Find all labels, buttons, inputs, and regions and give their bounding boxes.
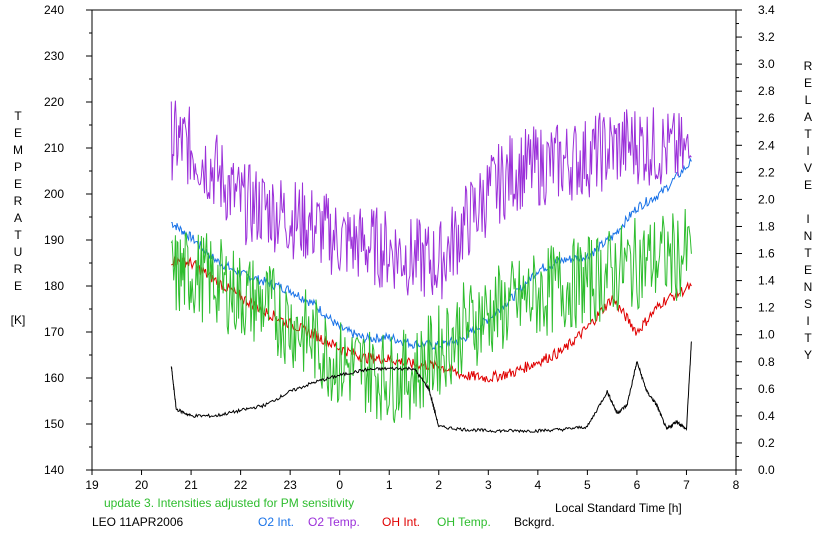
y-right-tick-label: 2.4 xyxy=(758,138,775,152)
x-tick-label: 22 xyxy=(234,478,248,492)
y-left-tick-label: 160 xyxy=(44,371,64,385)
x-axis-label: Local Standard Time [h] xyxy=(555,501,682,515)
y-right-tick-label: 0.6 xyxy=(758,382,775,396)
y-right-label-letter: R xyxy=(804,59,813,73)
x-tick-label: 20 xyxy=(135,478,149,492)
y-right-label-letter: T xyxy=(804,246,812,260)
y-right-tick-label: 2.2 xyxy=(758,165,775,179)
y-left-label-letter: A xyxy=(14,211,22,225)
y-right-label-letter: T xyxy=(804,127,812,141)
y-right-tick-label: 2.6 xyxy=(758,111,775,125)
y-left-tick-label: 150 xyxy=(44,417,64,431)
y-right-tick-label: 0.2 xyxy=(758,436,775,450)
y-right-label-letter: I xyxy=(806,212,809,226)
series-line-o2-temp xyxy=(170,100,692,300)
y-right-label-letter: E xyxy=(804,76,812,90)
legend-bckgrd: Bckgrd. xyxy=(514,515,555,529)
y-left-tick-label: 140 xyxy=(44,463,64,477)
legend-oh-int: OH Int. xyxy=(382,515,420,529)
y-left-label-letter: E xyxy=(14,177,22,191)
legend-o2-int: O2 Int. xyxy=(258,515,294,529)
x-tick-label: 19 xyxy=(85,478,99,492)
y-left-tick-label: 190 xyxy=(44,233,64,247)
y-left-label-letter: T xyxy=(14,109,22,123)
y-left-label-letter: P xyxy=(14,160,22,174)
y-left-tick-label: 240 xyxy=(44,3,64,17)
y-left-label-letter: R xyxy=(14,262,23,276)
y-right-label-letter: N xyxy=(804,280,813,294)
x-tick-label: 4 xyxy=(535,478,542,492)
y-right-label-letter: Y xyxy=(804,348,812,362)
note-text: update 3. Intensities adjusted for PM se… xyxy=(104,496,354,510)
x-tick-label: 6 xyxy=(634,478,641,492)
y-right-label-letter: N xyxy=(804,229,813,243)
y-right-label-letter: I xyxy=(806,144,809,158)
ticks-group xyxy=(86,9,742,475)
y-left-tick-label: 220 xyxy=(44,95,64,109)
y-right-label-letter: A xyxy=(804,110,812,124)
series-lines xyxy=(170,100,692,434)
y-right-tick-label: 3.2 xyxy=(758,30,775,44)
y-right-label-letter: E xyxy=(804,263,812,277)
x-tick-label: 5 xyxy=(584,478,591,492)
y-left-tick-label: 180 xyxy=(44,279,64,293)
y-left-tick-label: 200 xyxy=(44,187,64,201)
x-tick-label: 3 xyxy=(485,478,492,492)
y-right-tick-label: 3.4 xyxy=(758,3,775,17)
y-left-label-letter: E xyxy=(14,279,22,293)
x-tick-label: 7 xyxy=(683,478,690,492)
y-right-tick-label: 3.0 xyxy=(758,57,775,71)
x-tick-label: 23 xyxy=(283,478,297,492)
y-left-label-letter: T xyxy=(14,228,22,242)
y-right-tick-label: 0.0 xyxy=(758,463,775,477)
x-tick-label: 2 xyxy=(435,478,442,492)
station-text: LEO 11APR2006 xyxy=(92,515,183,529)
y-right-tick-label: 1.2 xyxy=(758,301,775,315)
x-tick-label: 21 xyxy=(184,478,198,492)
y-right-label-letter: I xyxy=(806,314,809,328)
y-left-tick-label: 170 xyxy=(44,325,64,339)
y-right-label-letter: L xyxy=(805,93,812,107)
y-right-tick-label: 0.8 xyxy=(758,355,775,369)
y-left-label-letter: M xyxy=(13,143,23,157)
series-line-bckgrd xyxy=(170,341,692,434)
series-line-oh-temp xyxy=(170,208,692,423)
y-left-tick-label: 210 xyxy=(44,141,64,155)
y-right-tick-label: 1.6 xyxy=(758,247,775,261)
y-right-tick-label: 1.8 xyxy=(758,219,775,233)
y-right-label-letter: T xyxy=(804,331,812,345)
y-right-label-letter: S xyxy=(804,297,812,311)
x-tick-label: 1 xyxy=(386,478,393,492)
x-tick-label: 8 xyxy=(733,478,740,492)
y-right-tick-label: 2.8 xyxy=(758,84,775,98)
y-right-label-letter: E xyxy=(804,178,812,192)
legend-oh-temp: OH Temp. xyxy=(437,515,491,529)
x-tick-label: 0 xyxy=(336,478,343,492)
y-left-label-letter: U xyxy=(14,245,23,259)
y-left-tick-label: 230 xyxy=(44,49,64,63)
y-left-label-letter: R xyxy=(14,194,23,208)
y-right-tick-label: 0.4 xyxy=(758,409,775,423)
y-left-label-letter: E xyxy=(14,126,22,140)
y-right-tick-label: 1.4 xyxy=(758,274,775,288)
legend-o2-temp: O2 Temp. xyxy=(308,515,360,529)
y-left-label-letter: [K] xyxy=(11,313,26,327)
y-right-tick-label: 2.0 xyxy=(758,192,775,206)
labels-group: 19 20 21 22 23 0 1 2 3 4 5 6 7 8140150160170180190200… xyxy=(11,3,813,492)
y-right-label-letter: V xyxy=(804,161,812,175)
y-right-tick-label: 1.0 xyxy=(758,328,775,342)
